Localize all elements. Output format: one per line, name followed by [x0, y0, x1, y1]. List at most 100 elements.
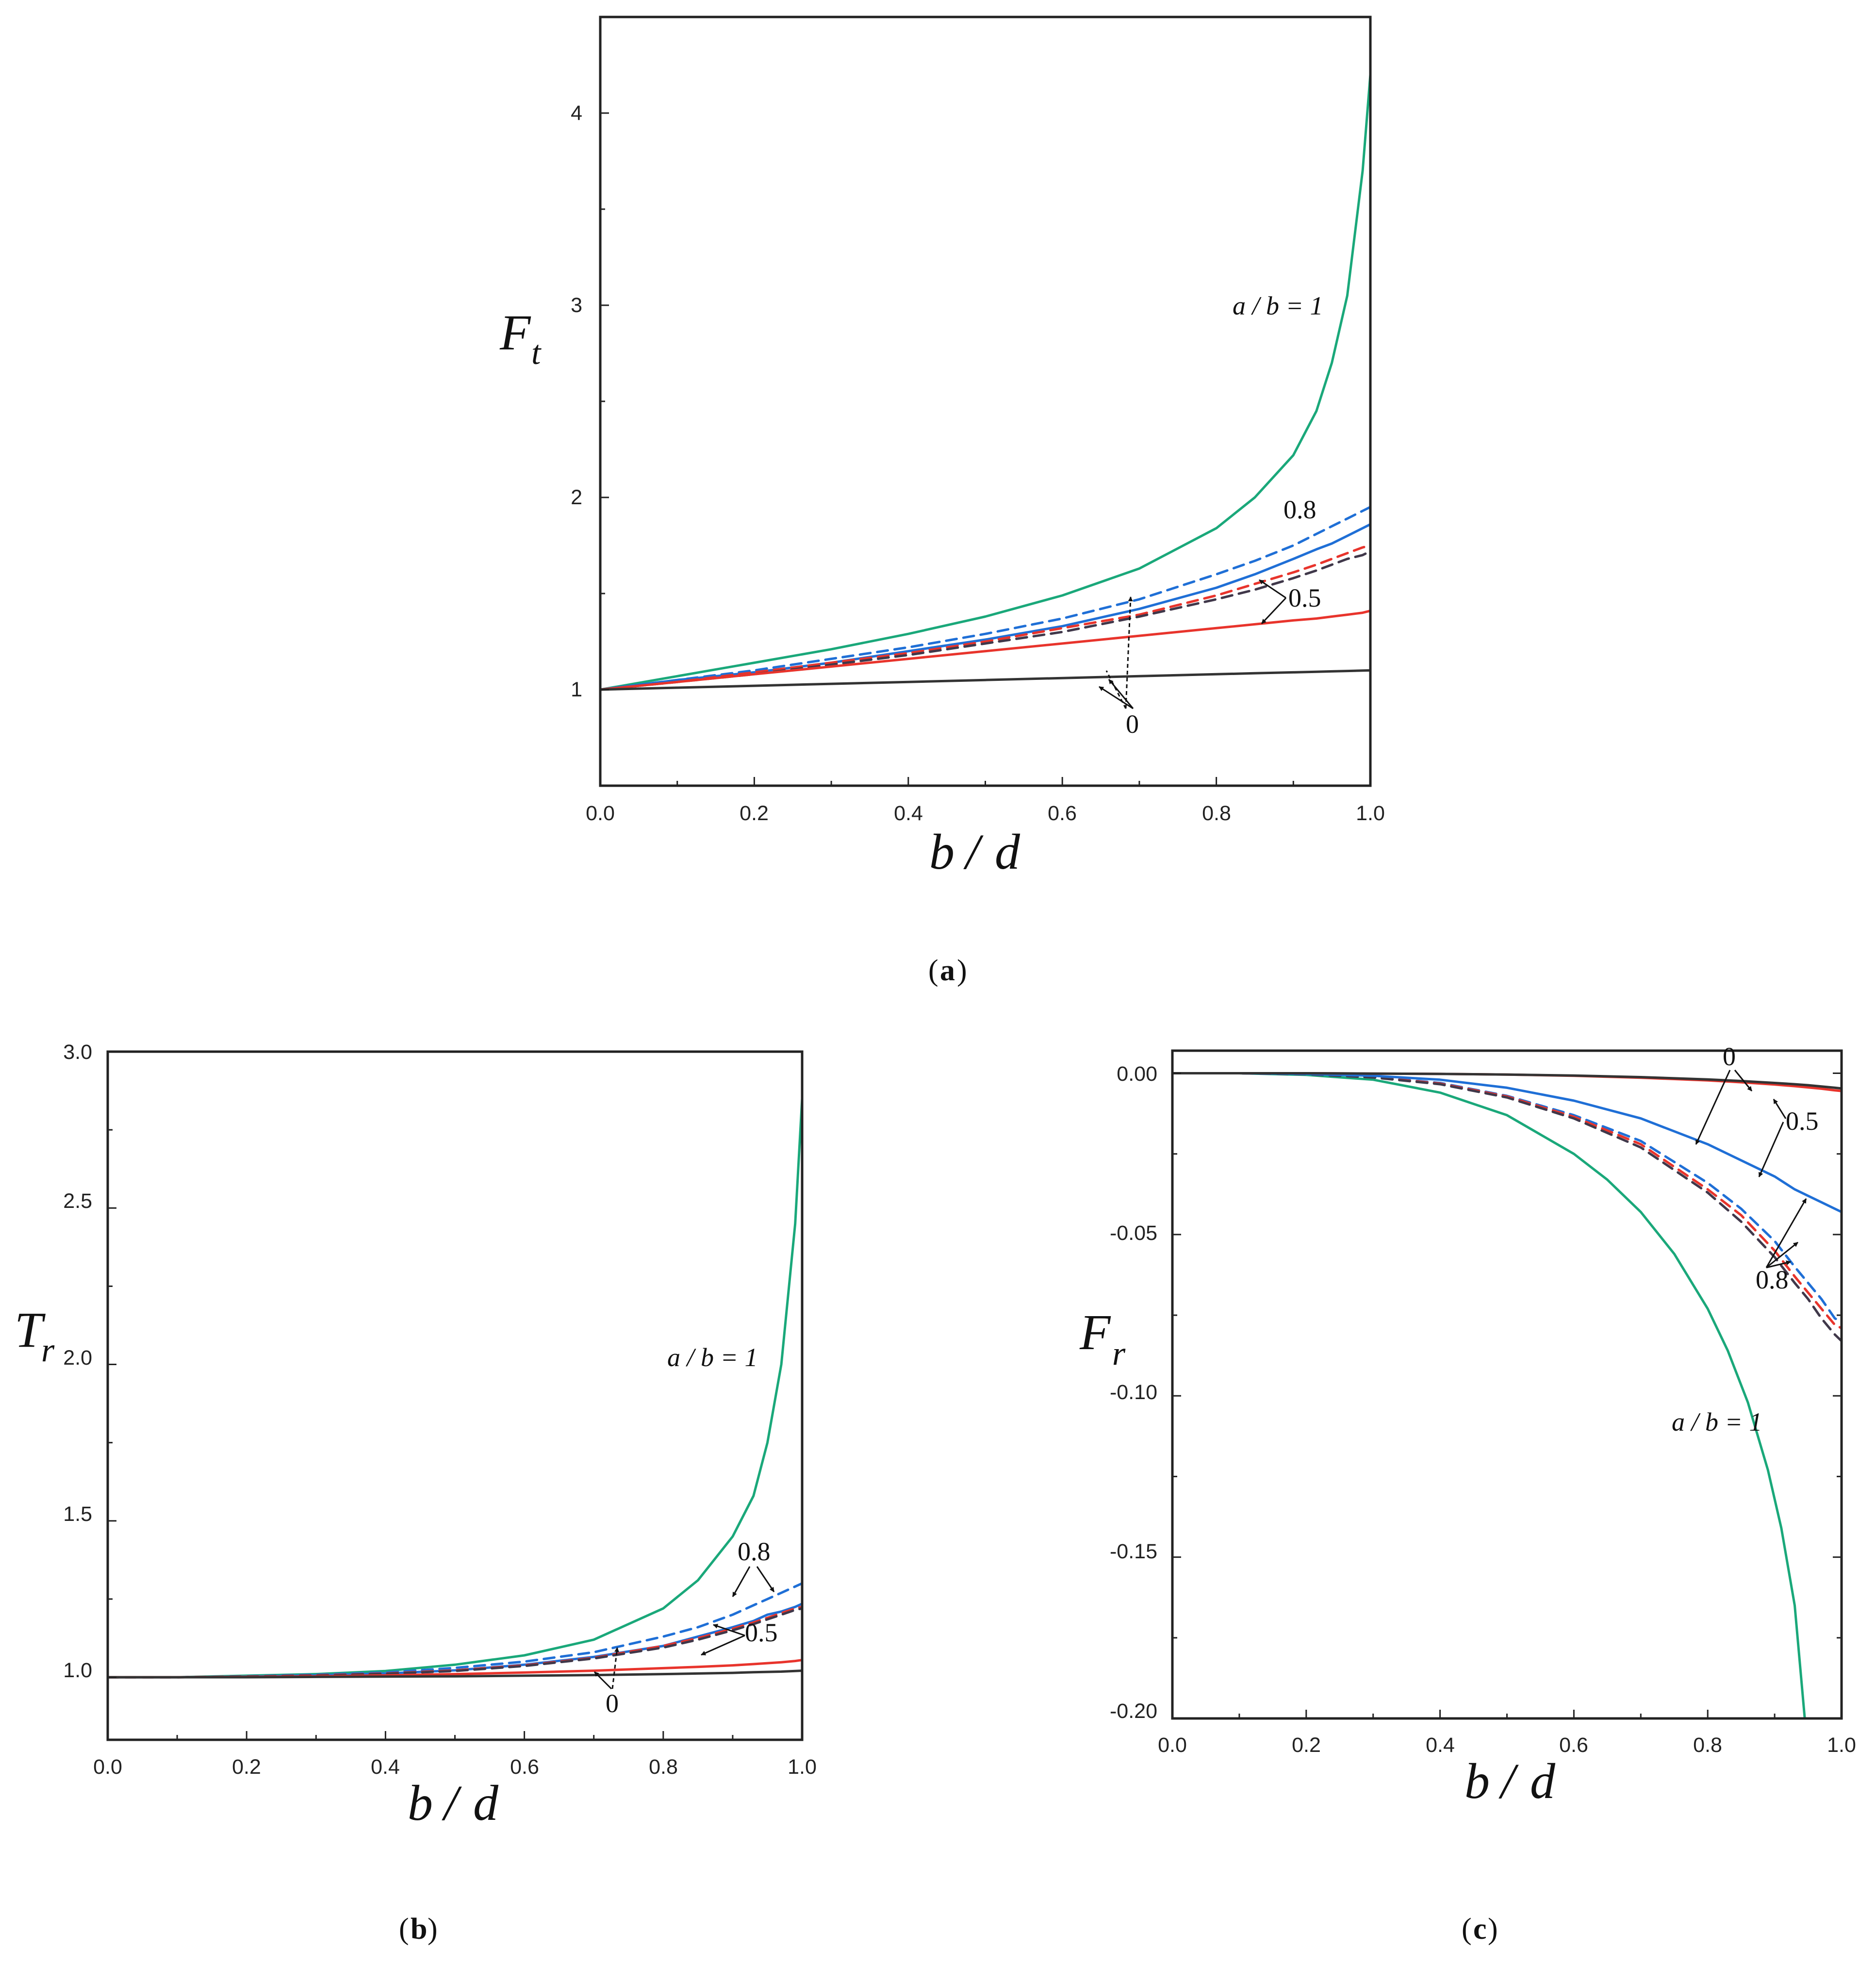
panel-b-xtick-labels: 0.0 0.2 0.4 0.6 0.8 1.0	[93, 1755, 817, 1779]
panel-a-ytick-labels: 1 2 3 4	[571, 101, 582, 701]
panel-c-arrow	[1734, 1070, 1753, 1091]
panel-a-arrow	[1099, 686, 1134, 710]
panel-b-ytick-label: 1.5	[63, 1502, 92, 1526]
panel-a-xtick-labels: 0.0 0.2 0.4 0.6 0.8 1.0	[586, 802, 1385, 825]
panel-b-ytick-label: 1.0	[63, 1659, 92, 1682]
panel-c-ylabel-sub: r	[1112, 1335, 1126, 1372]
panel-a-series	[599, 73, 1372, 691]
panel-b-xlabel-part: d	[473, 1775, 499, 1831]
panel-a-arrow	[1105, 670, 1127, 709]
panel-a-xlabel-part: d	[995, 824, 1020, 880]
panel-c-xtick-label: 0.2	[1292, 1733, 1321, 1757]
panel-c-xtick-label: 1.0	[1827, 1733, 1856, 1757]
panel-c-arrow	[1758, 1122, 1784, 1177]
panel-a-xlabel-part: b	[929, 824, 954, 880]
panel-c-arrow	[1695, 1070, 1731, 1145]
panel-c-ytick-label: -0.15	[1110, 1540, 1157, 1563]
panel-c-series	[1171, 1072, 1843, 1720]
panel-b-caption: ( b )	[399, 1913, 438, 1946]
panel-b-ylabel-main: T	[15, 1302, 46, 1358]
panel-a-annotation: 0.8	[1284, 495, 1316, 524]
panel-b-arrow	[701, 1634, 745, 1656]
panel-b-annotation: 0	[606, 1689, 619, 1718]
panel-b-caption-close: )	[428, 1913, 438, 1946]
panel-b-series-line-black-solid	[106, 1669, 804, 1679]
panel-b-xlabel-part: /	[442, 1775, 462, 1831]
panel-b-arrow	[593, 1671, 612, 1690]
panel-c-caption-letter: c	[1473, 1913, 1487, 1946]
panel-c-ylabel-main: F	[1079, 1304, 1111, 1360]
panel-c-series-line-blue-dashed	[1171, 1072, 1843, 1323]
panel-b-caption-letter: b	[411, 1913, 427, 1946]
panel-b-xtick-label: 0.8	[649, 1755, 678, 1779]
panel-a-ytick-label: 1	[571, 678, 582, 701]
panel-b-xtick-label: 0.0	[93, 1755, 122, 1779]
panel-c-arrow	[1773, 1099, 1787, 1119]
panel-b-caption-open: (	[399, 1913, 409, 1946]
panel-c-xlabel-part: b	[1465, 1753, 1490, 1809]
panel-b-ticks	[107, 1051, 803, 1740]
panel-b-arrow	[611, 1647, 619, 1689]
panel-b: 0.0 0.2 0.4 0.6 0.8 1.0 1.0 1.5 2.0 2.5 …	[15, 1040, 817, 1946]
panel-b-xlabel: b / d	[408, 1775, 499, 1831]
panel-a-xlabel-part: /	[963, 824, 984, 880]
panel-c-annotation: 0.8	[1756, 1265, 1789, 1294]
panel-b-annotation: 0.8	[738, 1537, 771, 1566]
panel-a-series-line-green-solid	[599, 73, 1372, 691]
panel-c-xlabel-part: d	[1530, 1753, 1556, 1809]
panel-a-ytick-label: 2	[571, 486, 582, 509]
panel-a-ylabel-main: F	[499, 305, 531, 361]
panel-c-annotation: a / b = 1	[1672, 1407, 1762, 1436]
panel-c: 0.0 0.2 0.4 0.6 0.8 1.0 0.00 -0.05 -0.10…	[1079, 1042, 1856, 1946]
panel-c-xlabel: b / d	[1465, 1753, 1556, 1809]
panel-a-series-line-red-dashed	[599, 544, 1372, 691]
panel-a-xtick-label: 0.8	[1202, 802, 1231, 825]
panel-a-caption-letter: a	[940, 954, 955, 987]
panel-a-ticks	[599, 16, 1371, 787]
panel-a-annotation: 0.5	[1288, 583, 1321, 612]
panel-a-arrow	[1259, 579, 1286, 599]
panel-c-xtick-label: 0.4	[1426, 1733, 1455, 1757]
panel-a-series-line-blue-dashed	[599, 506, 1372, 691]
panel-c-xlabel-part: /	[1498, 1753, 1519, 1809]
panel-a-xtick-label: 0.6	[1048, 802, 1077, 825]
panel-c-ytick-label: -0.20	[1110, 1700, 1157, 1723]
panel-c-ytick-label: 0.00	[1117, 1062, 1157, 1086]
panel-a-series-line-red-solid	[599, 610, 1372, 691]
panel-a-annotation: a / b = 1	[1233, 291, 1323, 320]
panel-b-ylabel-sub: r	[41, 1332, 55, 1369]
panel-b-arrow	[732, 1566, 751, 1597]
panel-b-arrow	[713, 1624, 745, 1636]
panel-c-annotation: 0.5	[1786, 1106, 1819, 1136]
panel-c-xtick-labels: 0.0 0.2 0.4 0.6 0.8 1.0	[1158, 1733, 1856, 1757]
panel-b-xtick-label: 0.6	[510, 1755, 539, 1779]
panel-a: 0.0 0.2 0.4 0.6 0.8 1.0 1 2 3 4 F t b / …	[499, 16, 1385, 987]
panel-c-ticks	[1171, 1073, 1843, 1719]
panel-a-series-line-blue-solid	[599, 523, 1372, 691]
panel-a-ylabel: F t	[499, 305, 542, 372]
panel-a-caption-open: (	[928, 954, 938, 987]
panel-c-xtick-label: 0.8	[1693, 1733, 1722, 1757]
panel-c-caption-open: (	[1462, 1913, 1472, 1946]
panel-c-series-line-dark_dashed-dashed	[1171, 1072, 1843, 1342]
panel-c-xtick-label: 0.0	[1158, 1733, 1187, 1757]
panel-b-annotation: 0.5	[745, 1618, 778, 1647]
panel-c-series-line-black-solid	[1171, 1072, 1843, 1090]
panel-c-caption: ( c )	[1462, 1913, 1498, 1946]
panel-b-annotations: a / b = 1 0.8 0.5 0	[593, 1343, 778, 1718]
panel-c-ytick-labels: 0.00 -0.05 -0.10 -0.15 -0.20	[1110, 1062, 1157, 1723]
panel-c-series-line-blue-solid	[1171, 1072, 1843, 1213]
panel-c-ylabel: F r	[1079, 1304, 1126, 1372]
panel-b-xtick-label: 0.4	[371, 1755, 400, 1779]
panel-b-series	[106, 1097, 804, 1679]
panel-a-arrow	[1261, 597, 1287, 625]
panel-b-series-line-green-solid	[106, 1097, 804, 1679]
panel-a-xtick-label: 0.0	[586, 802, 615, 825]
panel-c-annotation: 0	[1723, 1042, 1736, 1071]
panel-b-annotation: a / b = 1	[667, 1343, 757, 1372]
panel-c-arrow	[1765, 1198, 1807, 1268]
panel-b-xtick-label: 0.2	[232, 1755, 261, 1779]
panel-c-xtick-label: 0.6	[1559, 1733, 1588, 1757]
panel-a-xtick-label: 1.0	[1356, 802, 1385, 825]
